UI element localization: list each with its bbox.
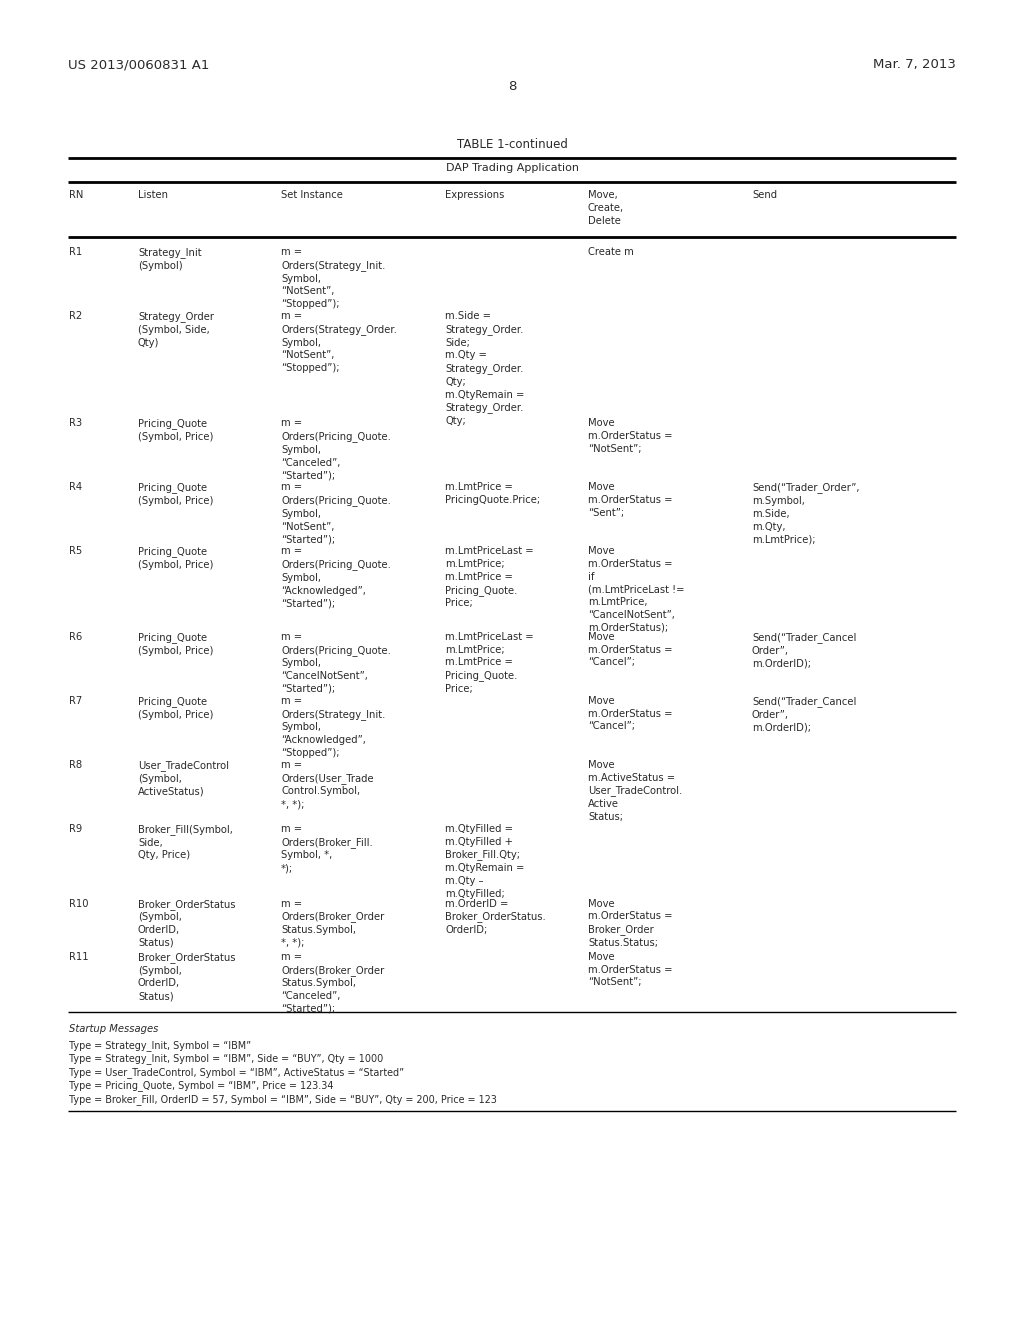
Text: Move
m.OrderStatus =
“Sent”;: Move m.OrderStatus = “Sent”; bbox=[588, 482, 673, 517]
Text: Type = Strategy_Init, Symbol = “IBM”: Type = Strategy_Init, Symbol = “IBM” bbox=[69, 1040, 251, 1051]
Text: m =
Orders(Strategy_Order.
Symbol,
“NotSent”,
“Stopped”);: m = Orders(Strategy_Order. Symbol, “NotS… bbox=[281, 312, 397, 374]
Text: Create m: Create m bbox=[588, 247, 634, 257]
Text: R8: R8 bbox=[69, 760, 82, 770]
Text: R3: R3 bbox=[69, 418, 82, 428]
Text: DAP Trading Application: DAP Trading Application bbox=[445, 162, 579, 173]
Text: 8: 8 bbox=[508, 81, 516, 92]
Text: m =
Orders(Broker_Order
Status.Symbol,
*, *);: m = Orders(Broker_Order Status.Symbol, *… bbox=[281, 899, 384, 948]
Text: Mar. 7, 2013: Mar. 7, 2013 bbox=[873, 58, 956, 71]
Text: Move
m.OrderStatus =
“Cancel”;: Move m.OrderStatus = “Cancel”; bbox=[588, 696, 673, 731]
Text: Broker_Fill(Symbol,
Side,
Qty, Price): Broker_Fill(Symbol, Side, Qty, Price) bbox=[138, 824, 232, 861]
Text: Pricing_Quote
(Symbol, Price): Pricing_Quote (Symbol, Price) bbox=[138, 482, 213, 506]
Text: Type = User_TradeControl, Symbol = “IBM”, ActiveStatus = “Started”: Type = User_TradeControl, Symbol = “IBM”… bbox=[69, 1067, 404, 1077]
Text: Move
m.OrderStatus =
“NotSent”;: Move m.OrderStatus = “NotSent”; bbox=[588, 952, 673, 987]
Text: RN: RN bbox=[69, 190, 83, 201]
Text: m.LmtPriceLast =
m.LmtPrice;
m.LmtPrice =
Pricing_Quote.
Price;: m.LmtPriceLast = m.LmtPrice; m.LmtPrice … bbox=[445, 632, 534, 694]
Text: Move
m.OrderStatus =
if
(m.LmtPriceLast !=
m.LmtPrice,
“CancelNotSent”,
m.OrderS: Move m.OrderStatus = if (m.LmtPriceLast … bbox=[588, 546, 684, 634]
Text: Send(“Trader_Cancel
Order”,
m.OrderID);: Send(“Trader_Cancel Order”, m.OrderID); bbox=[752, 696, 856, 733]
Text: R2: R2 bbox=[69, 312, 82, 321]
Text: m =
Orders(Strategy_Init.
Symbol,
“Acknowledged”,
“Stopped”);: m = Orders(Strategy_Init. Symbol, “Ackno… bbox=[281, 696, 385, 758]
Text: Send(“Trader_Order”,
m.Symbol,
m.Side,
m.Qty,
m.LmtPrice);: Send(“Trader_Order”, m.Symbol, m.Side, m… bbox=[752, 482, 859, 544]
Text: Type = Strategy_Init, Symbol = “IBM”, Side = “BUY”, Qty = 1000: Type = Strategy_Init, Symbol = “IBM”, Si… bbox=[69, 1053, 383, 1064]
Text: Type = Pricing_Quote, Symbol = “IBM”, Price = 123.34: Type = Pricing_Quote, Symbol = “IBM”, Pr… bbox=[69, 1080, 334, 1092]
Text: m =
Orders(User_Trade
Control.Symbol,
*, *);: m = Orders(User_Trade Control.Symbol, *,… bbox=[281, 760, 374, 809]
Text: R5: R5 bbox=[69, 546, 82, 556]
Text: Send(“Trader_Cancel
Order”,
m.OrderID);: Send(“Trader_Cancel Order”, m.OrderID); bbox=[752, 632, 856, 668]
Text: m.Side =
Strategy_Order.
Side;
m.Qty =
Strategy_Order.
Qty;
m.QtyRemain =
Strate: m.Side = Strategy_Order. Side; m.Qty = S… bbox=[445, 312, 524, 426]
Text: User_TradeControl
(Symbol,
ActiveStatus): User_TradeControl (Symbol, ActiveStatus) bbox=[138, 760, 229, 796]
Text: TABLE 1-continued: TABLE 1-continued bbox=[457, 139, 567, 150]
Text: m =
Orders(Broker_Order
Status.Symbol,
“Canceled”,
“Started”);: m = Orders(Broker_Order Status.Symbol, “… bbox=[281, 952, 384, 1014]
Text: m.LmtPriceLast =
m.LmtPrice;
m.LmtPrice =
Pricing_Quote.
Price;: m.LmtPriceLast = m.LmtPrice; m.LmtPrice … bbox=[445, 546, 534, 609]
Text: Move
m.OrderStatus =
Broker_Order
Status.Status;: Move m.OrderStatus = Broker_Order Status… bbox=[588, 899, 673, 948]
Text: Pricing_Quote
(Symbol, Price): Pricing_Quote (Symbol, Price) bbox=[138, 696, 213, 719]
Text: m.QtyFilled =
m.QtyFilled +
Broker_Fill.Qty;
m.QtyRemain =
m.Qty –
m.QtyFilled;: m.QtyFilled = m.QtyFilled + Broker_Fill.… bbox=[445, 824, 524, 899]
Text: R4: R4 bbox=[69, 482, 82, 492]
Text: Move,
Create,
Delete: Move, Create, Delete bbox=[588, 190, 624, 226]
Text: Expressions: Expressions bbox=[445, 190, 505, 201]
Text: m =
Orders(Pricing_Quote.
Symbol,
“NotSent”,
“Started”);: m = Orders(Pricing_Quote. Symbol, “NotSe… bbox=[281, 482, 391, 544]
Text: Strategy_Init
(Symbol): Strategy_Init (Symbol) bbox=[138, 247, 202, 271]
Text: m =
Orders(Pricing_Quote.
Symbol,
“Canceled”,
“Started”);: m = Orders(Pricing_Quote. Symbol, “Cance… bbox=[281, 418, 391, 480]
Text: Pricing_Quote
(Symbol, Price): Pricing_Quote (Symbol, Price) bbox=[138, 546, 213, 570]
Text: Move
m.OrderStatus =
“NotSent”;: Move m.OrderStatus = “NotSent”; bbox=[588, 418, 673, 454]
Text: m =
Orders(Pricing_Quote.
Symbol,
“Acknowledged”,
“Started”);: m = Orders(Pricing_Quote. Symbol, “Ackno… bbox=[281, 546, 391, 609]
Text: Move
m.ActiveStatus =
User_TradeControl.
Active
Status;: Move m.ActiveStatus = User_TradeControl.… bbox=[588, 760, 682, 822]
Text: R11: R11 bbox=[69, 952, 89, 962]
Text: Pricing_Quote
(Symbol, Price): Pricing_Quote (Symbol, Price) bbox=[138, 632, 213, 656]
Text: R1: R1 bbox=[69, 247, 82, 257]
Text: R6: R6 bbox=[69, 632, 82, 642]
Text: Set Instance: Set Instance bbox=[281, 190, 343, 201]
Text: Broker_OrderStatus
(Symbol,
OrderID,
Status): Broker_OrderStatus (Symbol, OrderID, Sta… bbox=[138, 899, 236, 948]
Text: Type = Broker_Fill, OrderID = 57, Symbol = “IBM”, Side = “BUY”, Qty = 200, Price: Type = Broker_Fill, OrderID = 57, Symbol… bbox=[69, 1094, 497, 1105]
Text: Send: Send bbox=[752, 190, 777, 201]
Text: m =
Orders(Strategy_Init.
Symbol,
“NotSent”,
“Stopped”);: m = Orders(Strategy_Init. Symbol, “NotSe… bbox=[281, 247, 385, 309]
Text: Move
m.OrderStatus =
“Cancel”;: Move m.OrderStatus = “Cancel”; bbox=[588, 632, 673, 668]
Text: m.OrderID =
Broker_OrderStatus.
OrderID;: m.OrderID = Broker_OrderStatus. OrderID; bbox=[445, 899, 546, 935]
Text: m =
Orders(Broker_Fill.
Symbol, *,
*);: m = Orders(Broker_Fill. Symbol, *, *); bbox=[281, 824, 373, 873]
Text: R10: R10 bbox=[69, 899, 88, 908]
Text: Listen: Listen bbox=[138, 190, 168, 201]
Text: Pricing_Quote
(Symbol, Price): Pricing_Quote (Symbol, Price) bbox=[138, 418, 213, 442]
Text: R9: R9 bbox=[69, 824, 82, 834]
Text: R7: R7 bbox=[69, 696, 82, 706]
Text: Startup Messages: Startup Messages bbox=[69, 1024, 159, 1034]
Text: m =
Orders(Pricing_Quote.
Symbol,
“CancelNotSent”,
“Started”);: m = Orders(Pricing_Quote. Symbol, “Cance… bbox=[281, 632, 391, 694]
Text: Strategy_Order
(Symbol, Side,
Qty): Strategy_Order (Symbol, Side, Qty) bbox=[138, 312, 214, 347]
Text: Broker_OrderStatus
(Symbol,
OrderID,
Status): Broker_OrderStatus (Symbol, OrderID, Sta… bbox=[138, 952, 236, 1001]
Text: US 2013/0060831 A1: US 2013/0060831 A1 bbox=[68, 58, 209, 71]
Text: m.LmtPrice =
PricingQuote.Price;: m.LmtPrice = PricingQuote.Price; bbox=[445, 482, 540, 506]
